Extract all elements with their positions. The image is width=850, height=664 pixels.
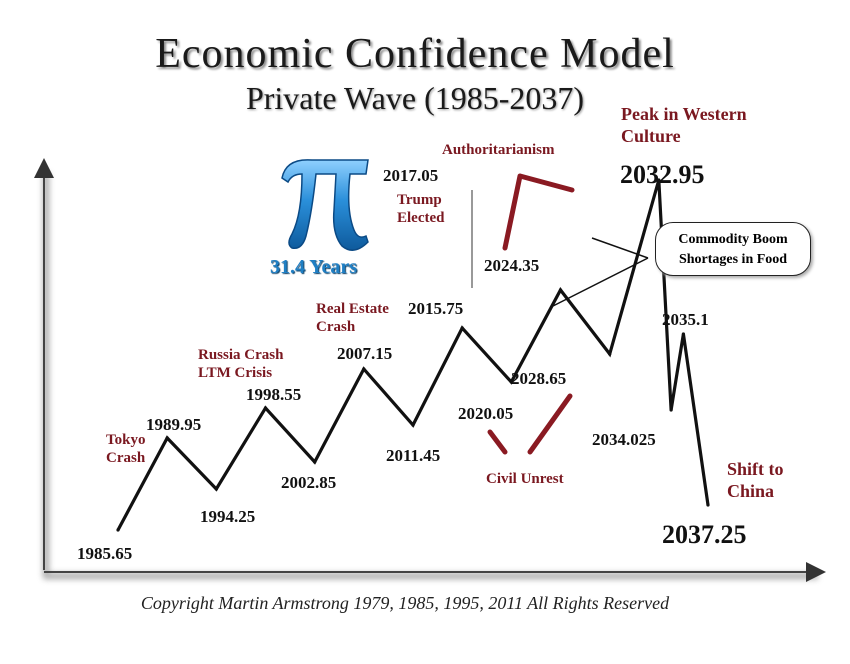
event-civil-unrest: Civil Unrest bbox=[486, 471, 564, 487]
point-label-2017: 2017.05 bbox=[383, 166, 439, 185]
pi-symbol-icon bbox=[268, 150, 388, 280]
wave-point-2034-025 bbox=[669, 408, 673, 412]
callout-pointer-line-2 bbox=[552, 257, 649, 307]
point-label-2028: 2028.65 bbox=[511, 369, 567, 388]
point-label-2024: 2024.35 bbox=[484, 256, 540, 275]
callout-line-1: Commodity Boom bbox=[678, 232, 788, 247]
wave-point-2011-45 bbox=[411, 423, 415, 427]
chart-subtitle: Private Wave (1985-2037) bbox=[245, 80, 585, 116]
point-label-2015: 2015.75 bbox=[408, 299, 464, 318]
wave-point-1989-95 bbox=[165, 436, 169, 440]
wave-point-2037-25 bbox=[706, 503, 710, 507]
wave-point-2028-65 bbox=[608, 352, 612, 356]
copyright-notice: Copyright Martin Armstrong 1979, 1985, 1… bbox=[140, 593, 670, 613]
point-label-2011: 2011.45 bbox=[386, 446, 441, 465]
authoritarianism-arrow bbox=[502, 173, 575, 251]
wave-point-1998-55 bbox=[263, 406, 268, 410]
wave-point-1985-65 bbox=[116, 528, 120, 532]
point-label-2020: 2020.05 bbox=[458, 404, 514, 423]
wave-point-2024-35 bbox=[558, 288, 563, 292]
event-authoritarianism: Authoritarianism bbox=[442, 142, 555, 158]
point-label-2002: 2002.85 bbox=[281, 473, 337, 492]
event-peak-western-culture: Peak in Western Culture bbox=[621, 104, 747, 146]
point-label-2037: 2037.25 bbox=[662, 520, 747, 549]
event-trump-elected: Trump Elected bbox=[397, 192, 445, 226]
wave-point-2035-1 bbox=[681, 332, 686, 336]
point-label-1998: 1998.55 bbox=[246, 385, 302, 404]
civil-unrest-arrow bbox=[487, 393, 573, 455]
commodity-boom-callout: Commodity Boom Shortages in Food bbox=[655, 222, 811, 276]
event-tokyo-crash: Tokyo Crash bbox=[106, 432, 146, 466]
event-shift-to-china: Shift to China bbox=[727, 459, 784, 501]
point-label-1994: 1994.25 bbox=[200, 507, 256, 526]
wave-point-1994-25 bbox=[214, 487, 218, 491]
wave-point-2015-75 bbox=[460, 326, 464, 330]
event-russia-crash: Russia Crash LTM Crisis bbox=[198, 347, 284, 381]
point-label-1985: 1985.65 bbox=[77, 544, 133, 563]
wave-point-2032-95 bbox=[657, 178, 661, 182]
wave-point-2020-05 bbox=[509, 380, 513, 384]
point-label-2034: 2034.025 bbox=[592, 430, 656, 449]
axes-shadow bbox=[42, 172, 818, 580]
wave-point-2007-15 bbox=[362, 367, 366, 371]
wave-point-2002-85 bbox=[313, 460, 317, 464]
point-label-1989: 1989.95 bbox=[146, 415, 202, 434]
point-label-2032: 2032.95 bbox=[620, 160, 705, 189]
point-label-2035: 2035.1 bbox=[662, 310, 709, 329]
pi-cycle-caption: 31.4 Years bbox=[270, 256, 358, 278]
event-real-estate-crash: Real Estate Crash bbox=[316, 301, 389, 335]
chart-title: Economic Confidence Model bbox=[155, 31, 675, 77]
point-label-2007: 2007.15 bbox=[337, 344, 393, 363]
callout-line-2: Shortages in Food bbox=[678, 252, 788, 267]
